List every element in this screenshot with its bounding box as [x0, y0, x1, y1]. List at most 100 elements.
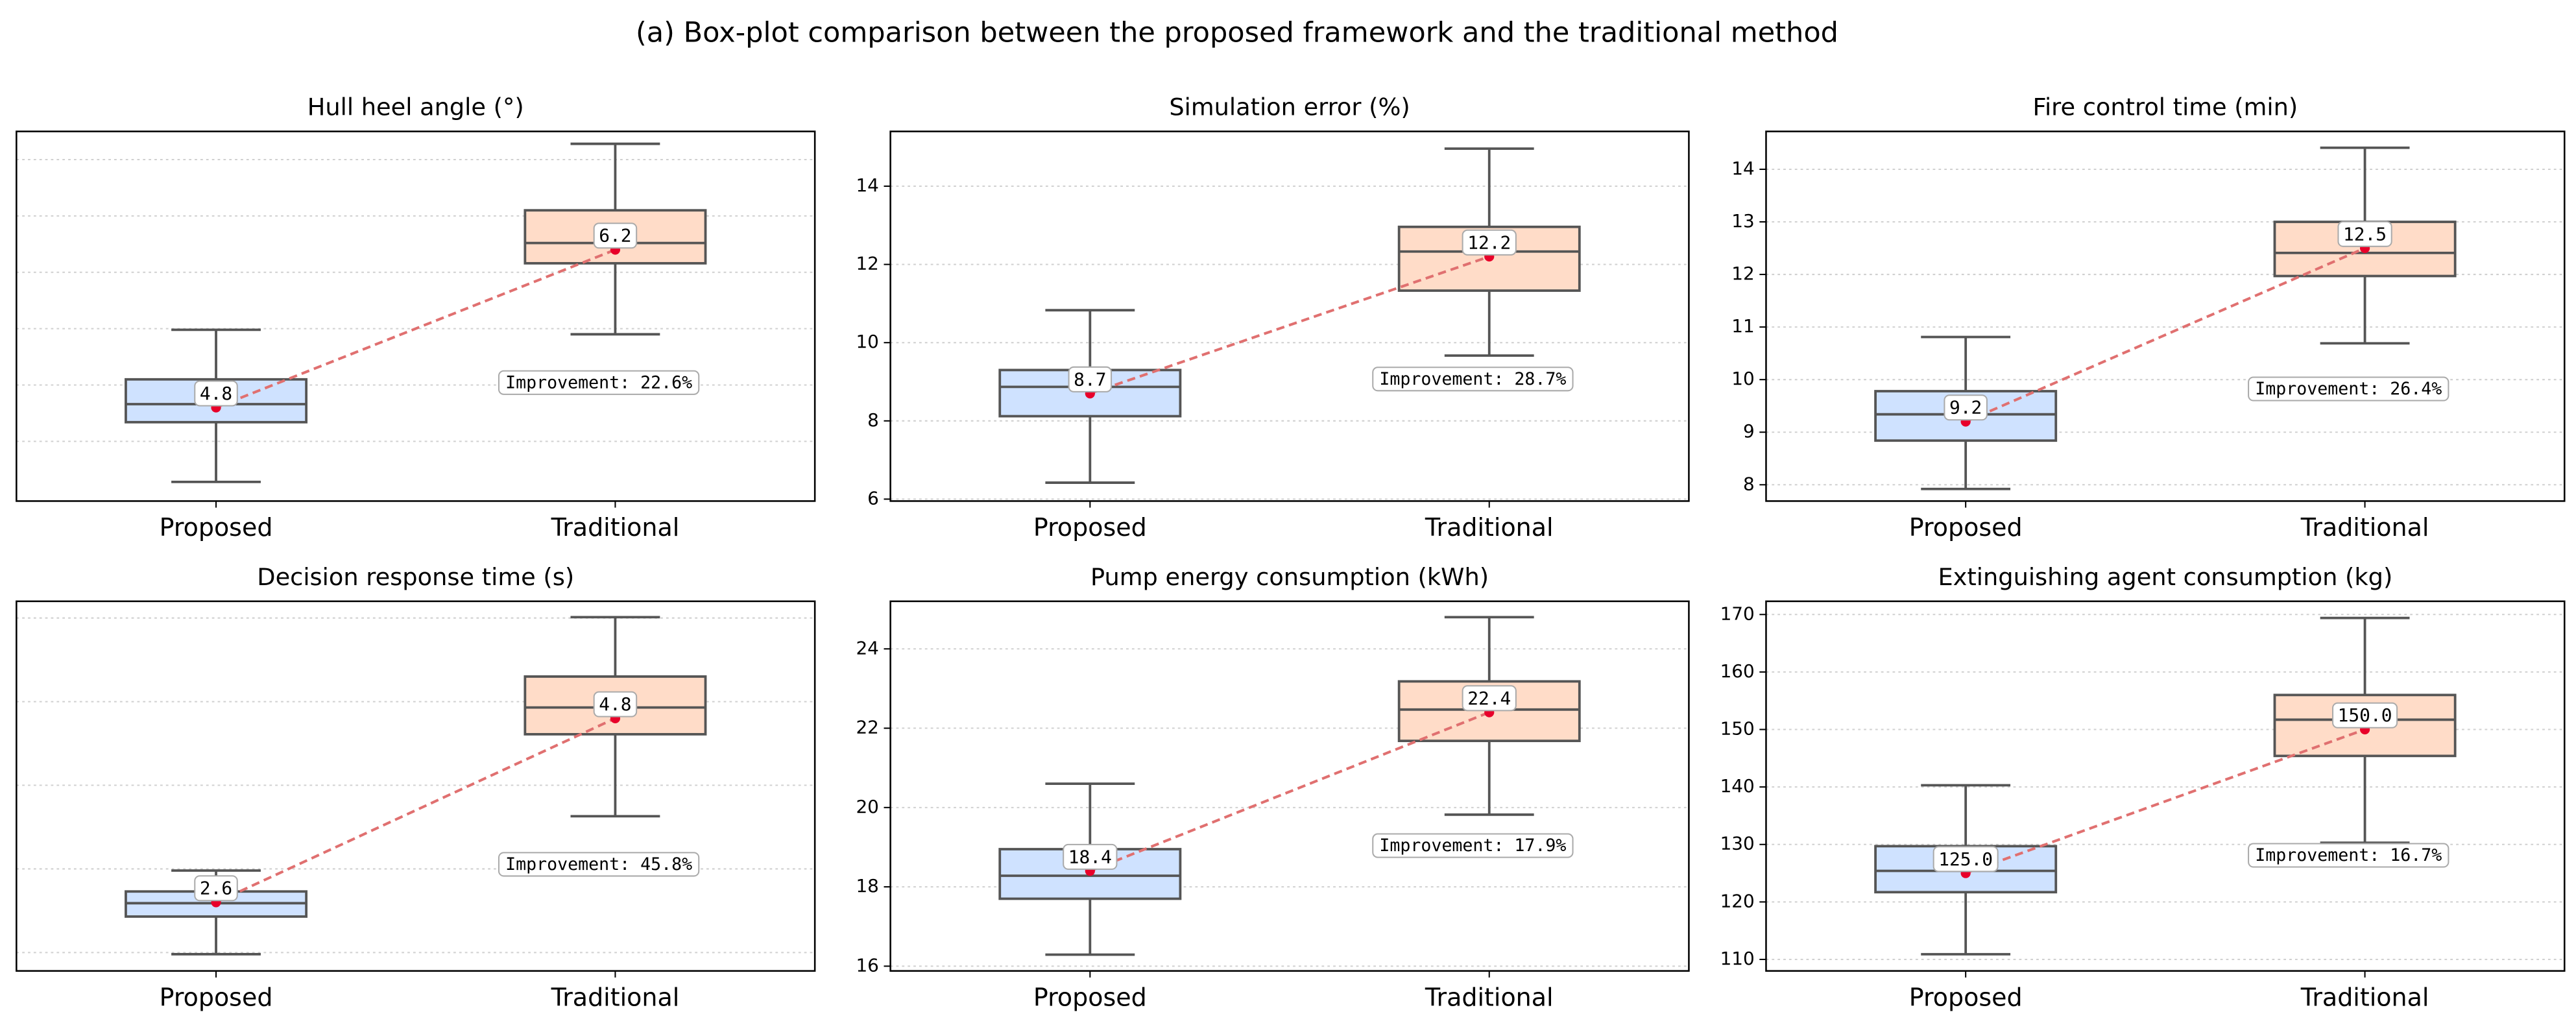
- annotation-text: Improvement: 28.7%: [1379, 369, 1566, 389]
- mean-label: 150.0: [2332, 702, 2398, 728]
- figure-title: (a) Box-plot comparison between the prop…: [636, 17, 1838, 49]
- plot-frame: [889, 130, 1690, 502]
- y-tick-label: 18: [856, 875, 878, 897]
- y-tick-label: 8: [867, 409, 879, 431]
- panel-title: Hull heel angle (°): [307, 93, 524, 121]
- label-box: [593, 223, 638, 249]
- mean-label-text: 6.2: [599, 225, 631, 247]
- panel-title: Decision response time (s): [257, 563, 574, 591]
- mean-trend: [1965, 247, 2366, 423]
- x-tick-label: Traditional: [2300, 983, 2429, 1011]
- mean-trend: [1089, 711, 1490, 873]
- mean-label: 125.0: [1932, 846, 1999, 873]
- y-tick-label: 12: [856, 253, 878, 274]
- label-box: [1068, 366, 1113, 392]
- label-box: [2337, 221, 2392, 247]
- mean-label-text: 8.7: [1074, 368, 1106, 390]
- label-box: [593, 691, 638, 717]
- y-tick-label: 12: [1731, 263, 1754, 284]
- label-box: [1944, 394, 1988, 421]
- y-tick-label: 120: [1720, 890, 1755, 911]
- label-box: [2248, 843, 2450, 868]
- x-tick-label: Traditional: [1425, 983, 1554, 1011]
- mean-label: 9.2: [1944, 394, 1988, 421]
- mean-label-text: 125.0: [1938, 848, 1993, 870]
- annotation-text: Improvement: 16.7%: [2255, 845, 2442, 865]
- mean-label: 4.8: [194, 380, 238, 407]
- annotation: Improvement: 26.4%: [2248, 376, 2450, 402]
- plot-frame: [16, 600, 816, 972]
- mean-trend: [215, 717, 616, 904]
- annotation-text: Improvement: 45.8%: [505, 854, 692, 874]
- mean-label: 6.2: [593, 223, 638, 249]
- x-tick-label: Proposed: [1033, 513, 1147, 542]
- mean-label: 8.7: [1068, 366, 1113, 392]
- mean-label-text: 12.5: [2343, 223, 2387, 245]
- x-tick-label: Proposed: [1909, 983, 2023, 1011]
- annotation: Improvement: 22.6%: [498, 370, 700, 395]
- plot-frame: [16, 130, 816, 502]
- x-tick-label: Proposed: [160, 513, 273, 542]
- y-tick-label: 10: [856, 331, 878, 352]
- annotation: Improvement: 28.7%: [1372, 367, 1574, 392]
- plot-frame: [1765, 130, 2566, 502]
- y-tick-label: 150: [1720, 718, 1755, 740]
- label-box: [1932, 846, 1999, 873]
- mean-label: 4.8: [593, 691, 638, 717]
- y-tick-label: 14: [1731, 158, 1754, 179]
- mean-label-text: 4.8: [599, 693, 631, 715]
- annotation: Improvement: 17.9%: [1372, 833, 1574, 858]
- label-box: [2248, 376, 2450, 402]
- panel-title: Extinguishing agent consumption (kg): [1938, 563, 2392, 591]
- annotation-text: Improvement: 17.9%: [1379, 836, 1566, 856]
- mean-label-text: 18.4: [1068, 846, 1112, 867]
- mean-label-text: 2.6: [200, 878, 232, 899]
- x-tick-label: Traditional: [1425, 513, 1554, 542]
- x-tick-label: Traditional: [551, 513, 680, 542]
- y-tick-label: 130: [1720, 833, 1755, 854]
- mean-label-text: 4.8: [200, 383, 232, 404]
- mean-label: 22.4: [1462, 685, 1517, 712]
- y-tick-label: 13: [1731, 210, 1754, 232]
- y-tick-label: 20: [856, 796, 878, 817]
- label-box: [194, 875, 238, 902]
- y-tick-label: 160: [1720, 660, 1755, 682]
- mean-trend: [1089, 255, 1490, 395]
- panel-title: Fire control time (min): [2033, 93, 2298, 121]
- y-tick-label: 24: [856, 637, 878, 658]
- mean-trend: [215, 248, 616, 409]
- y-tick-label: 14: [856, 175, 878, 196]
- mean-label: 2.6: [194, 875, 238, 902]
- label-box: [498, 370, 700, 395]
- y-tick-label: 22: [856, 717, 878, 738]
- y-tick-label: 10: [1731, 368, 1754, 389]
- x-tick-label: Proposed: [1909, 513, 2023, 542]
- mean-label-text: 22.4: [1467, 688, 1511, 709]
- x-tick-label: Traditional: [2300, 513, 2429, 542]
- panel-title: Pump energy consumption (kWh): [1090, 563, 1489, 591]
- panel-title: Simulation error (%): [1169, 93, 1410, 121]
- x-tick-label: Proposed: [1033, 983, 1147, 1011]
- label-box: [1462, 685, 1517, 712]
- plot-frame: [889, 600, 1690, 972]
- x-tick-label: Traditional: [551, 983, 680, 1011]
- mean-trend: [1965, 728, 2366, 874]
- label-box: [1372, 367, 1574, 392]
- x-tick-label: Proposed: [160, 983, 273, 1011]
- y-tick-label: 110: [1720, 948, 1755, 969]
- y-tick-label: 140: [1720, 775, 1755, 797]
- plot-frame: [1765, 600, 2566, 972]
- label-box: [1372, 833, 1574, 858]
- label-box: [1063, 843, 1118, 870]
- y-tick-label: 8: [1743, 473, 1755, 494]
- mean-label-text: 150.0: [2338, 704, 2392, 726]
- label-box: [1462, 229, 1517, 256]
- annotation: Improvement: 45.8%: [498, 852, 700, 877]
- label-box: [498, 852, 700, 877]
- y-tick-label: 9: [1743, 420, 1755, 442]
- label-box: [2332, 702, 2398, 728]
- mean-label: 12.2: [1462, 229, 1517, 256]
- y-tick-label: 11: [1731, 315, 1754, 337]
- mean-label-text: 9.2: [1949, 397, 1982, 418]
